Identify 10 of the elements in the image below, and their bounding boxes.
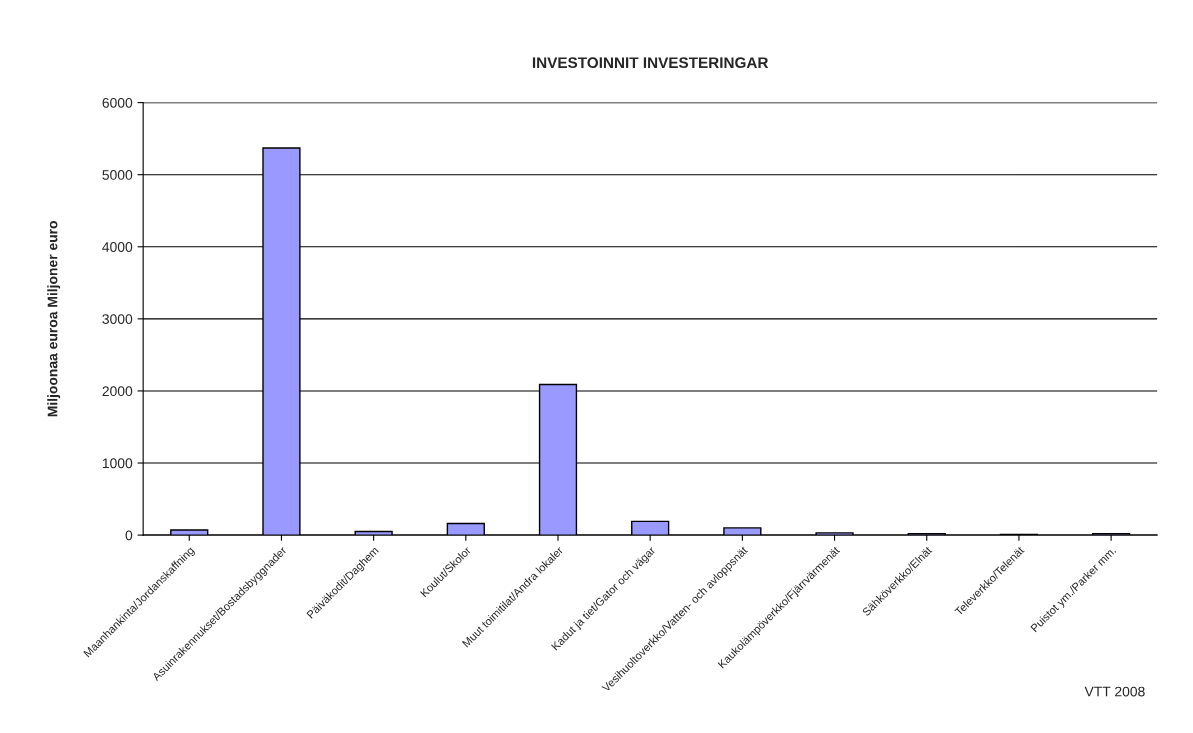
chart-title: INVESTOINNIT INVESTERINGAR	[532, 57, 769, 69]
y-tick-label: 4000	[102, 242, 133, 252]
y-tick-label: 1000	[102, 458, 133, 469]
y-tick-label: 0	[125, 530, 133, 541]
y-axis-title: Miljoonaa euroa Miljoner euro	[47, 221, 61, 417]
y-tick-label: 5000	[102, 170, 133, 180]
y-tick-label: 6000	[102, 97, 133, 108]
text: VTT 2008	[1084, 686, 1145, 697]
y-tick-label: 2000	[102, 386, 133, 397]
y-tick-label: 3000	[102, 314, 133, 325]
